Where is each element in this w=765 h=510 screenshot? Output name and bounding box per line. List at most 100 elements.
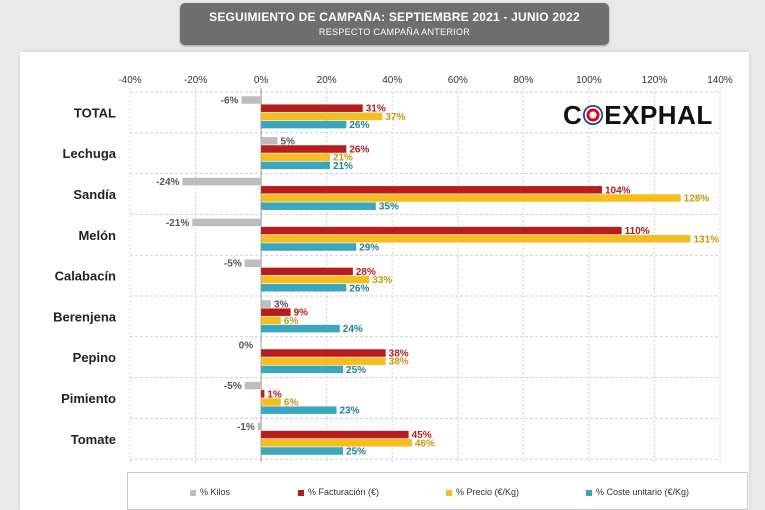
bar-coste-berenjena [261,324,340,333]
bar-coste-pimiento [261,406,337,414]
bar-facturacion-sandia [261,186,602,194]
bar-kilos-tomate [257,422,262,431]
tick-label: 140% [707,75,733,86]
bar-kilos-melon [192,218,262,227]
value-label-kilos-sandia: -24% [156,177,179,188]
bar-precio-sandia [261,194,681,202]
logo-text-c: C [563,99,583,130]
value-label-coste-pimiento: 23% [340,406,360,417]
value-label-precio-lechuga: 21% [333,153,353,164]
category-label-total: TOTAL [74,105,116,120]
tick-label: 0% [254,75,269,86]
category-label-berenjena: Berenjena [53,309,117,324]
value-label-coste-sandia: 35% [379,202,399,213]
bar-facturacion-calabacin [261,267,353,276]
tick-label: 60% [448,75,468,86]
tick-label: -20% [184,75,207,86]
value-label-coste-lechuga: 21% [333,161,353,172]
bar-precio-pepino [261,357,386,365]
bar-coste-sandia [261,202,376,210]
legend-label-facturacion: % Facturación (€) [308,487,380,497]
value-label-kilos-lechuga: 5% [281,136,296,147]
value-label-facturacion-berenjena: 9% [294,308,309,319]
value-label-coste-calabacin: 26% [349,283,369,294]
coexphal-logo: C EXPHAL [563,100,713,130]
value-label-precio-total: 37% [385,112,405,123]
value-label-precio-pimiento: 6% [284,398,299,409]
legend-swatch-coste [586,489,592,496]
category-label-pimiento: Pimiento [61,391,116,406]
bar-kilos-berenjena [261,300,271,308]
chart-legend: % Kilos % Facturación (€) % Precio (€/Kg… [127,472,748,510]
value-label-kilos-berenjena: 3% [274,300,289,311]
legend-item-coste: % Coste unitario (€/Kg) [586,487,689,497]
category-label-pepino: Pepino [73,350,116,365]
value-label-precio-pepino: 38% [389,357,409,368]
logo-target-icon [583,105,604,125]
value-label-facturacion-pepino: 38% [389,349,409,360]
bar-coste-melon [261,243,357,251]
value-label-facturacion-tomate: 45% [412,430,432,441]
bar-coste-lechuga [261,161,330,170]
bar-facturacion-melon [261,226,622,235]
legend-swatch-kilos [190,489,196,496]
legend-item-facturacion: % Facturación (€) [298,487,379,497]
bar-precio-pimiento [261,398,281,406]
value-label-coste-tomate: 25% [346,447,366,458]
tick-label: 100% [576,75,602,86]
bar-facturacion-tomate [261,430,409,439]
bar-facturacion-berenjena [261,308,291,316]
bar-kilos-total [241,96,262,104]
bar-kilos-sandia [182,177,262,186]
value-label-kilos-pimiento: -5% [224,381,242,392]
legend-label-coste: % Coste unitario (€/Kg) [596,487,690,497]
value-label-kilos-melon: -21% [166,218,189,229]
bar-precio-lechuga [261,153,330,161]
category-label-sandia: Sandía [73,187,116,202]
value-label-precio-sandia: 128% [684,194,710,205]
legend-label-kilos: % Kilos [200,487,231,497]
bar-coste-calabacin [261,284,347,292]
value-label-kilos-tomate: -1% [237,422,255,433]
bar-facturacion-pepino [261,349,386,357]
tick-label: 120% [642,75,668,86]
bar-precio-berenjena [261,316,281,325]
bar-facturacion-lechuga [261,145,347,153]
tick-label: 80% [513,75,533,86]
header-title: SEGUIMIENTO DE CAMPAÑA: SEPTIEMBRE 2021 … [209,10,580,24]
bar-precio-melon [261,235,691,243]
value-label-coste-melon: 29% [359,243,379,254]
legend-swatch-precio [446,489,452,496]
value-label-kilos-total: -6% [221,96,239,107]
value-label-facturacion-melon: 110% [625,226,650,237]
category-label-calabacin: Calabacín [55,269,116,284]
legend-label-precio: % Precio (€/Kg) [456,487,520,497]
logo-text-rest: EXPHAL [604,99,713,130]
value-label-coste-total: 26% [349,120,369,131]
header-subtitle: RESPECTO CAMPAÑA ANTERIOR [318,27,471,37]
value-label-facturacion-total: 31% [366,104,386,115]
category-label-lechuga: Lechuga [63,146,117,161]
value-label-coste-pepino: 25% [346,365,366,376]
legend-item-precio: % Precio (€/Kg) [446,487,519,497]
bar-precio-total [261,112,383,121]
bar-precio-tomate [261,439,412,447]
tick-label: -40% [118,75,141,86]
value-label-kilos-pepino: 0% [239,340,254,351]
category-label-tomate: Tomate [71,432,116,447]
chart-header: SEGUIMIENTO DE CAMPAÑA: SEPTIEMBRE 2021 … [180,3,609,45]
bar-facturacion-total [261,104,363,112]
bar-precio-calabacin [261,275,370,284]
value-label-precio-calabacin: 33% [372,275,392,286]
value-label-facturacion-calabacin: 28% [356,267,376,278]
bar-kilos-pimiento [244,381,262,390]
bar-facturacion-pimiento [261,390,265,398]
value-label-facturacion-pimiento: 1% [267,389,282,400]
category-label-melon: Melón [78,228,116,243]
value-label-precio-melon: 131% [694,234,720,245]
value-label-coste-berenjena: 24% [343,324,363,335]
bar-coste-tomate [261,447,344,455]
bar-kilos-calabacin [244,259,262,267]
tick-label: 40% [382,75,402,86]
